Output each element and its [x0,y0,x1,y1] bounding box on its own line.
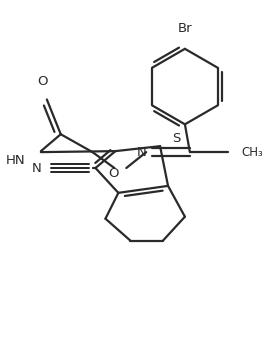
Text: Br: Br [177,22,192,35]
Text: N: N [136,146,146,159]
Text: O: O [38,75,48,88]
Text: HN: HN [5,153,25,166]
Text: CH₃: CH₃ [242,146,263,159]
Text: S: S [172,132,181,145]
Text: O: O [108,167,118,180]
Text: N: N [32,162,42,175]
